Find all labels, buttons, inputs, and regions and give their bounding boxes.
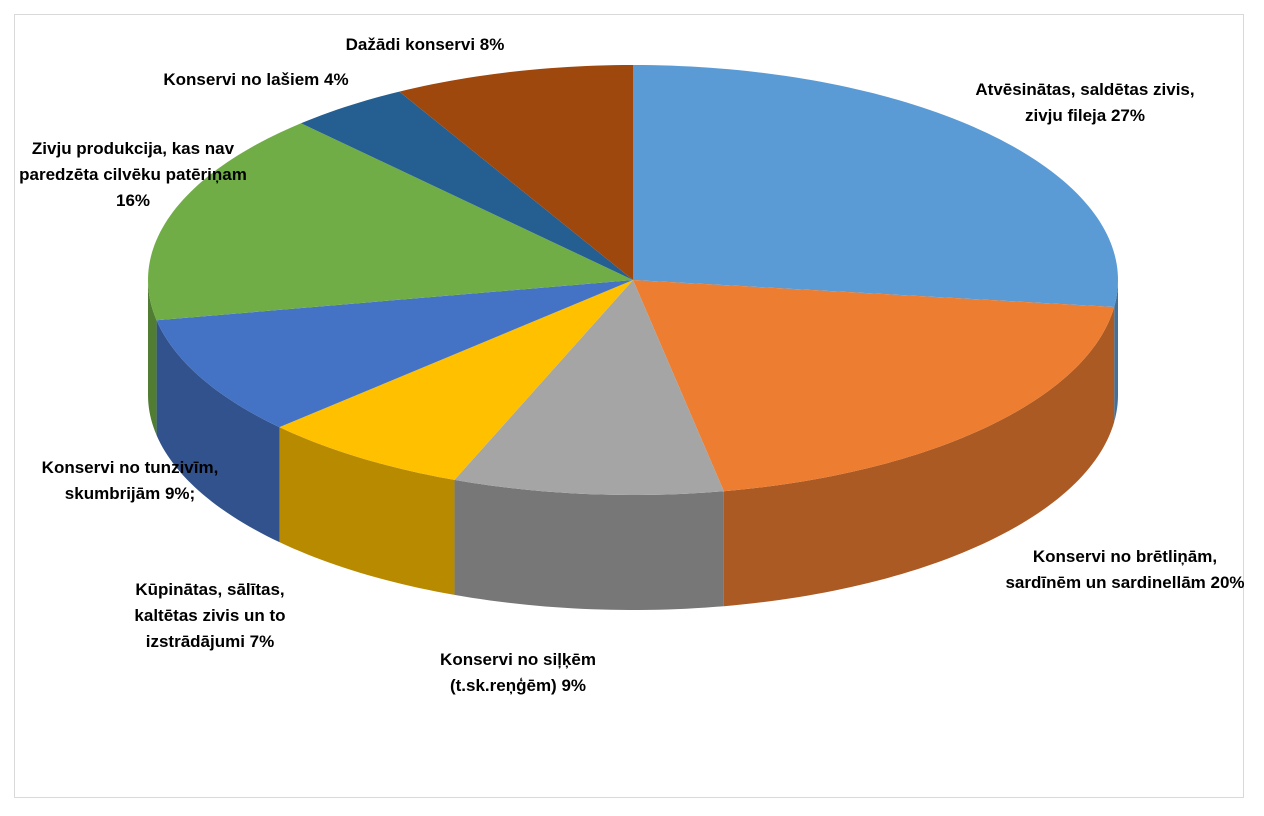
category-label: Atvēsinātas, saldētas zivis, zivju filej…	[975, 80, 1200, 125]
data-label: Atvēsinātas, saldētas zivis, zivju filej…	[960, 77, 1210, 129]
value-label: 8%	[479, 35, 505, 54]
value-label: 20%	[1210, 573, 1245, 592]
chart-frame	[14, 14, 1244, 798]
slice-side	[454, 479, 724, 610]
category-label: Zivju produkcija, kas nav paredzēta cilv…	[19, 139, 247, 184]
data-label: Dažādi konservi 8%	[295, 32, 555, 58]
slice	[399, 65, 633, 280]
slice	[633, 65, 1118, 307]
slice	[156, 280, 633, 428]
slice-side	[723, 306, 1115, 607]
slice	[300, 91, 633, 281]
slice-side	[279, 427, 455, 595]
value-label: 27%	[1110, 106, 1145, 125]
category-label: Dažādi konservi	[345, 35, 476, 54]
data-label: Konservi no brētliņām, sardīnēm un sardi…	[995, 544, 1255, 596]
slice-side	[156, 320, 280, 543]
category-label: Konservi no lašiem	[163, 70, 320, 89]
category-label: Konservi no siļķēm (t.sk.reņģēm)	[440, 650, 601, 695]
slice-side	[1114, 280, 1118, 422]
value-label: 4%	[324, 70, 349, 89]
data-label: Konservi no siļķēm (t.sk.reņģēm) 9%	[408, 647, 628, 699]
data-label: Zivju produkcija, kas nav paredzēta cilv…	[13, 136, 253, 214]
slice	[148, 123, 633, 321]
value-label: 7%	[249, 632, 275, 651]
data-label: Konservi no lašiem 4%	[106, 67, 406, 93]
slice-side	[148, 280, 157, 436]
value-label: 9%	[561, 676, 587, 695]
category-label: Konservi no brētliņām, sardīnēm un sardi…	[1005, 547, 1222, 592]
category-label: Konservi no tunzivīm, skumbrijām	[41, 458, 224, 503]
data-label: Konservi no tunzivīm, skumbrijām 9%;	[10, 455, 250, 507]
slice	[279, 280, 633, 480]
slice	[454, 280, 724, 495]
value-label: 9%;	[164, 484, 196, 503]
value-label: 16%	[115, 191, 151, 210]
data-label: Kūpinātas, sālītas, kaltētas zivis un to…	[105, 577, 315, 655]
category-label: Kūpinātas, sālītas, kaltētas zivis un to…	[134, 580, 291, 651]
slice	[633, 280, 1115, 492]
